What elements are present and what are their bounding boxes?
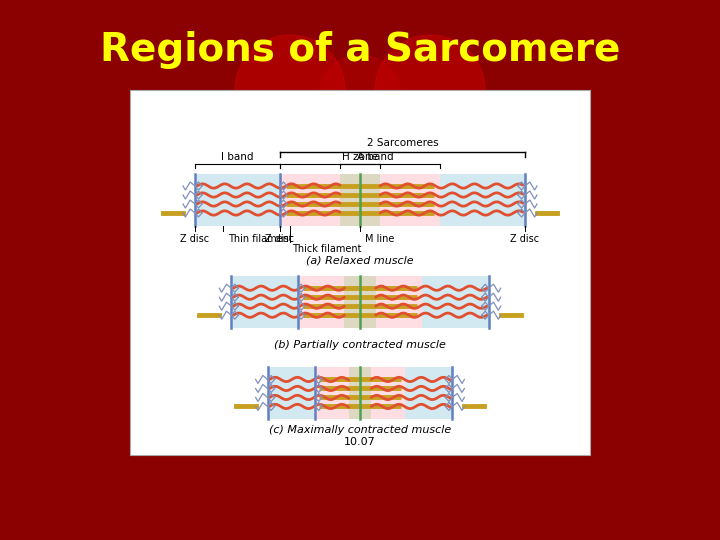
Bar xyxy=(344,276,376,328)
Bar xyxy=(440,173,525,226)
Bar xyxy=(280,173,440,226)
Bar xyxy=(268,367,315,419)
Circle shape xyxy=(320,55,400,135)
Text: 2 Sarcomeres: 2 Sarcomeres xyxy=(366,138,438,149)
Text: A band: A band xyxy=(356,152,393,161)
Text: (b) Partially contracted muscle: (b) Partially contracted muscle xyxy=(274,340,446,350)
Text: Regions of a Sarcomere: Regions of a Sarcomere xyxy=(100,31,620,69)
Bar xyxy=(405,367,452,419)
Circle shape xyxy=(235,35,345,145)
Circle shape xyxy=(375,35,485,145)
Text: Z disc: Z disc xyxy=(510,233,539,244)
Text: (c) Maximally contracted muscle: (c) Maximally contracted muscle xyxy=(269,425,451,435)
Text: Thin filament: Thin filament xyxy=(228,233,293,244)
Bar xyxy=(340,173,380,226)
Text: Thick filament: Thick filament xyxy=(292,244,361,253)
Text: I band: I band xyxy=(221,152,253,161)
Bar xyxy=(130,90,590,455)
Bar xyxy=(423,276,489,328)
Bar xyxy=(315,367,405,419)
Text: M line: M line xyxy=(365,233,395,244)
Text: Z disc: Z disc xyxy=(266,233,294,244)
Text: Z disc: Z disc xyxy=(181,233,210,244)
Text: H zone: H zone xyxy=(342,152,378,161)
Bar xyxy=(231,276,297,328)
Bar xyxy=(348,367,372,419)
Text: (a) Relaxed muscle: (a) Relaxed muscle xyxy=(306,255,414,266)
Bar xyxy=(297,276,423,328)
Text: 10.07: 10.07 xyxy=(344,437,376,447)
Bar xyxy=(195,173,280,226)
